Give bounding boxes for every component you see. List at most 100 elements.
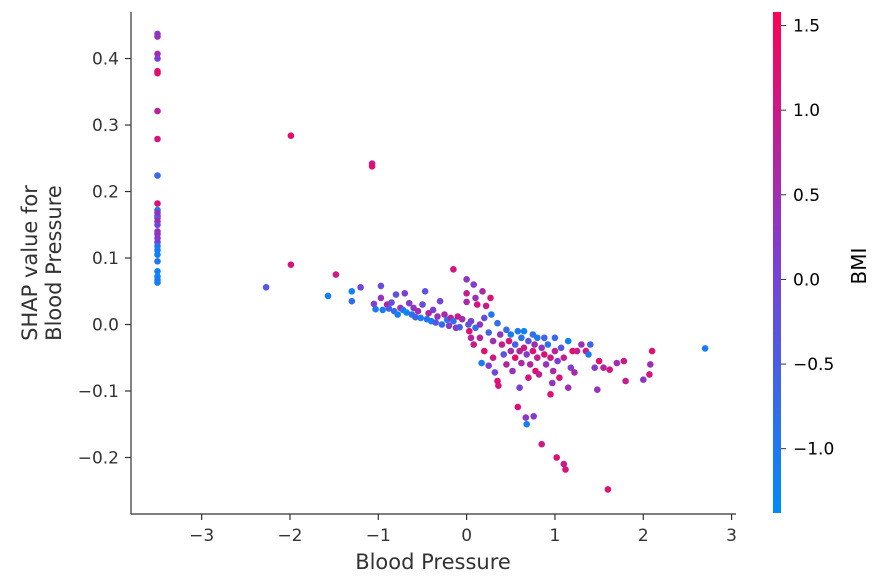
data-point	[534, 334, 541, 342]
data-point	[646, 371, 653, 378]
data-point	[441, 311, 448, 318]
data-point	[507, 347, 515, 355]
data-point	[648, 347, 656, 355]
data-point	[470, 341, 478, 348]
data-point	[496, 331, 504, 338]
data-point	[489, 337, 497, 345]
x-tick-label: 0	[461, 526, 472, 546]
data-point	[485, 329, 493, 336]
data-point	[530, 413, 537, 420]
y-axis-label-line-1: SHAP value for	[18, 185, 42, 341]
data-point	[564, 384, 572, 392]
data-point	[534, 354, 541, 362]
data-point	[470, 281, 478, 288]
data-point	[541, 334, 548, 342]
data-point	[348, 297, 356, 305]
data-point	[503, 361, 510, 368]
x-axis-label: Blood Pressure	[355, 550, 511, 574]
data-point	[401, 290, 409, 297]
data-point	[523, 420, 530, 428]
data-point	[571, 369, 578, 376]
data-point	[541, 351, 548, 358]
data-point	[547, 391, 554, 398]
data-point	[154, 251, 161, 258]
data-point	[544, 341, 552, 348]
x-tick-label: −1	[366, 526, 391, 546]
data-point	[154, 246, 161, 254]
x-ticks: −3 −2 −1 0 1 2 3	[189, 514, 737, 546]
data-point	[594, 386, 601, 394]
data-point	[385, 305, 393, 312]
data-point	[505, 337, 513, 345]
data-point	[516, 384, 523, 392]
data-point	[622, 377, 629, 385]
data-point	[518, 334, 525, 342]
y-tick-label: −0.2	[78, 448, 119, 468]
data-point	[154, 279, 161, 286]
x-tick-label: 1	[550, 526, 561, 546]
data-point	[154, 135, 161, 143]
data-point	[479, 288, 486, 295]
data-point	[520, 327, 528, 335]
data-point	[613, 359, 621, 367]
data-point	[567, 364, 575, 372]
data-point	[600, 364, 607, 372]
data-point	[606, 366, 613, 374]
y-tick-label: 0.0	[92, 316, 119, 336]
data-point	[368, 163, 376, 170]
data-point	[585, 351, 592, 358]
data-point	[500, 351, 508, 358]
data-point	[379, 306, 387, 314]
data-point	[154, 221, 161, 229]
data-point	[487, 294, 494, 302]
data-point	[511, 341, 519, 348]
data-point	[554, 357, 561, 365]
data-point	[481, 347, 488, 355]
data-point	[495, 382, 502, 390]
data-point	[332, 271, 340, 278]
data-point	[518, 359, 525, 367]
data-point	[549, 379, 556, 387]
data-point	[481, 314, 488, 322]
data-point	[620, 357, 628, 365]
data-point	[525, 374, 532, 382]
data-point	[578, 341, 585, 348]
x-tick-label: 2	[638, 526, 649, 546]
data-point	[324, 292, 332, 300]
data-point	[701, 345, 709, 352]
data-point	[488, 311, 495, 318]
data-point	[553, 454, 560, 461]
x-tick-label: −3	[189, 526, 214, 546]
data-point	[523, 351, 530, 358]
data-point	[525, 337, 532, 345]
colorbar-tick-label: −0.5	[793, 355, 834, 375]
data-point	[388, 299, 395, 306]
data-point	[560, 460, 568, 468]
colorbar-tick-label: 0.5	[793, 186, 820, 206]
colorbar-tick-label: 1.5	[793, 17, 820, 37]
data-point	[535, 371, 543, 378]
data-point	[262, 284, 270, 291]
data-point	[511, 354, 519, 362]
data-point	[372, 305, 379, 313]
data-point	[538, 440, 545, 448]
data-point	[154, 55, 161, 62]
data-point	[526, 361, 534, 368]
y-ticks: −0.2 −0.1 0.0 0.1 0.2 0.3 0.4	[78, 50, 131, 468]
data-point	[476, 321, 484, 328]
colorbar	[773, 12, 781, 513]
data-point	[520, 344, 528, 352]
data-point	[429, 306, 437, 314]
x-tick-label: 3	[726, 526, 737, 546]
data-point	[491, 369, 499, 376]
data-point	[414, 307, 422, 315]
points-layer	[154, 30, 709, 493]
data-point	[587, 341, 594, 348]
data-point	[405, 299, 413, 307]
data-point	[549, 367, 557, 375]
colorbar-label: BMI	[847, 248, 871, 285]
data-point	[456, 323, 463, 331]
y-tick-label: 0.3	[92, 116, 119, 136]
data-point	[154, 69, 161, 77]
